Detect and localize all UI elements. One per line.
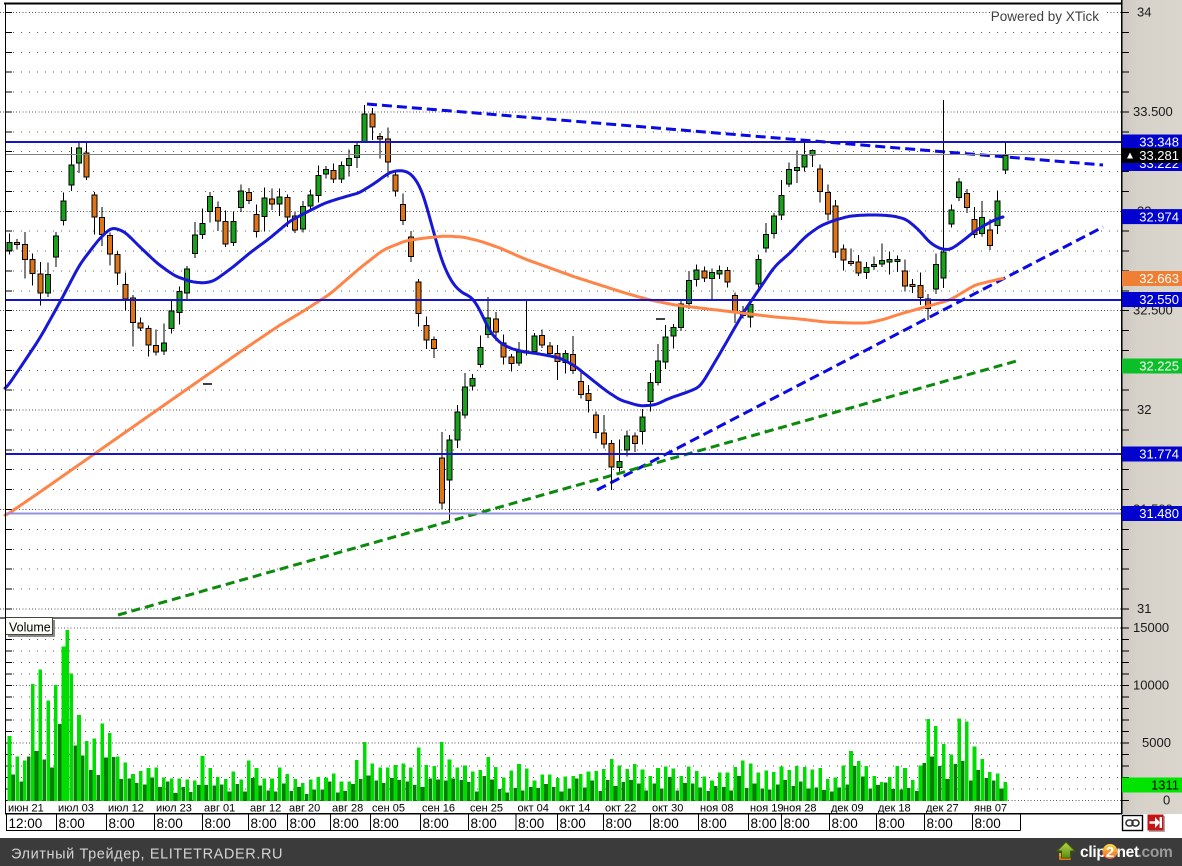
svg-text:8:00: 8:00 [59,816,85,831]
svg-text:clip: clip [1080,844,1106,861]
svg-text:32.974: 32.974 [1139,209,1179,224]
svg-text:ноя 08: ноя 08 [700,803,733,815]
svg-text:8:00: 8:00 [832,816,858,831]
svg-text:8:00: 8:00 [157,816,183,831]
svg-text:8:00: 8:00 [290,816,316,831]
svg-text:8:00: 8:00 [606,816,632,831]
svg-text:31.774: 31.774 [1139,447,1179,462]
svg-text:12:00: 12:00 [9,816,43,831]
svg-text:8:00: 8:00 [471,816,497,831]
svg-text:32.663: 32.663 [1139,271,1179,286]
svg-text:ноя 28: ноя 28 [783,803,816,815]
svg-text:окт 22: окт 22 [605,803,636,815]
svg-text:8:00: 8:00 [251,816,277,831]
svg-text:дек 27: дек 27 [926,803,959,815]
svg-text:8:00: 8:00 [879,816,905,831]
svg-text:8:00: 8:00 [784,816,810,831]
svg-text:1311: 1311 [1151,778,1179,793]
svg-text:окт 30: окт 30 [652,803,683,815]
svg-text:8:00: 8:00 [653,816,679,831]
svg-text:2: 2 [1106,844,1114,861]
svg-text:дек 18: дек 18 [878,803,911,815]
svg-text:июн 21: июн 21 [8,803,44,815]
svg-text:Элитный Трейдер, ELITETRADER.R: Элитный Трейдер, ELITETRADER.RU [11,847,283,863]
svg-text:авг 28: авг 28 [332,803,363,815]
svg-text:Volume: Volume [9,621,51,635]
svg-text:10000: 10000 [1133,678,1169,693]
svg-text:окт 14: окт 14 [559,803,590,815]
svg-text:8:00: 8:00 [975,816,1001,831]
svg-text:июл 12: июл 12 [108,803,144,815]
svg-text:авг 01: авг 01 [204,803,235,815]
svg-text:июл 23: июл 23 [156,803,192,815]
svg-text:8:00: 8:00 [518,816,544,831]
svg-text:8:00: 8:00 [109,816,135,831]
svg-text:8:00: 8:00 [927,816,953,831]
svg-text:31: 31 [1137,601,1151,616]
svg-text:34: 34 [1137,5,1151,20]
svg-text:32.225: 32.225 [1139,359,1179,374]
svg-text:авг 12: авг 12 [250,803,281,815]
svg-text:5000: 5000 [1142,735,1171,750]
svg-text:Powered by XTick: Powered by XTick [991,9,1100,24]
svg-text:ноя 19: ноя 19 [750,803,783,815]
svg-text:8:00: 8:00 [751,816,777,831]
svg-text:15000: 15000 [1133,620,1169,635]
svg-text:авг 20: авг 20 [289,803,320,815]
svg-text:net: net [1117,844,1139,861]
svg-text:8:00: 8:00 [560,816,586,831]
svg-text:0: 0 [1163,793,1170,808]
svg-text:дек 09: дек 09 [831,803,864,815]
svg-text:31.480: 31.480 [1139,506,1179,521]
svg-text:33.281: 33.281 [1139,148,1179,163]
svg-text:8:00: 8:00 [333,816,359,831]
svg-text:янв 07: янв 07 [974,803,1007,815]
svg-text:8:00: 8:00 [205,816,231,831]
svg-text:32: 32 [1137,402,1151,417]
svg-text:сен 25: сен 25 [470,803,503,815]
svg-text:32.550: 32.550 [1139,292,1179,307]
svg-text:.com: .com [1138,844,1173,861]
svg-text:8:00: 8:00 [373,816,399,831]
svg-text:8:00: 8:00 [423,816,449,831]
svg-text:окт 04: окт 04 [518,803,549,815]
svg-text:8:00: 8:00 [701,816,727,831]
svg-text:сен 16: сен 16 [422,803,455,815]
svg-text:33.500: 33.500 [1133,104,1173,119]
svg-text:33.348: 33.348 [1139,135,1179,150]
svg-text:июл 03: июл 03 [58,803,94,815]
svg-text:сен 05: сен 05 [372,803,405,815]
